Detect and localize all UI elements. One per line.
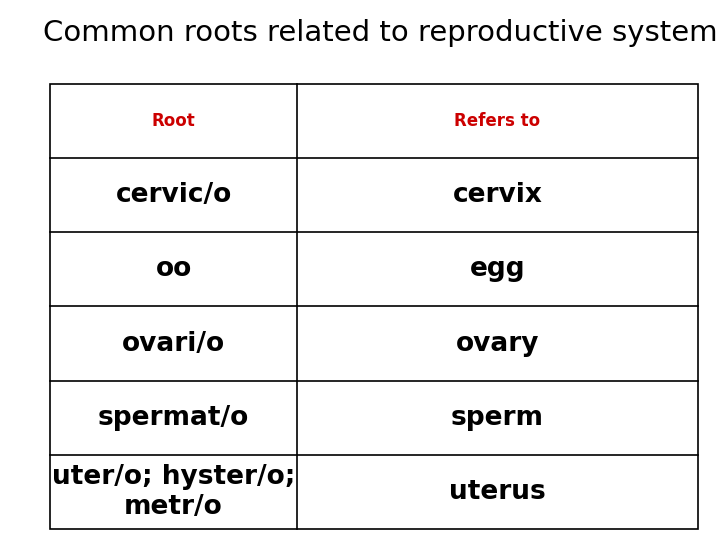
- Text: ovari/o: ovari/o: [122, 330, 225, 356]
- Text: egg: egg: [469, 256, 526, 282]
- Text: spermat/o: spermat/o: [98, 405, 249, 431]
- Text: Common roots related to reproductive system: Common roots related to reproductive sys…: [43, 19, 718, 47]
- Text: oo: oo: [156, 256, 192, 282]
- Text: cervic/o: cervic/o: [115, 182, 232, 208]
- Bar: [50, 84, 698, 529]
- Text: uter/o; hyster/o;
metr/o: uter/o; hyster/o; metr/o: [52, 464, 295, 520]
- Text: uterus: uterus: [449, 479, 546, 505]
- Text: sperm: sperm: [451, 405, 544, 431]
- Text: Root: Root: [152, 112, 195, 130]
- Text: cervix: cervix: [453, 182, 542, 208]
- Text: ovary: ovary: [456, 330, 539, 356]
- Text: Refers to: Refers to: [454, 112, 541, 130]
